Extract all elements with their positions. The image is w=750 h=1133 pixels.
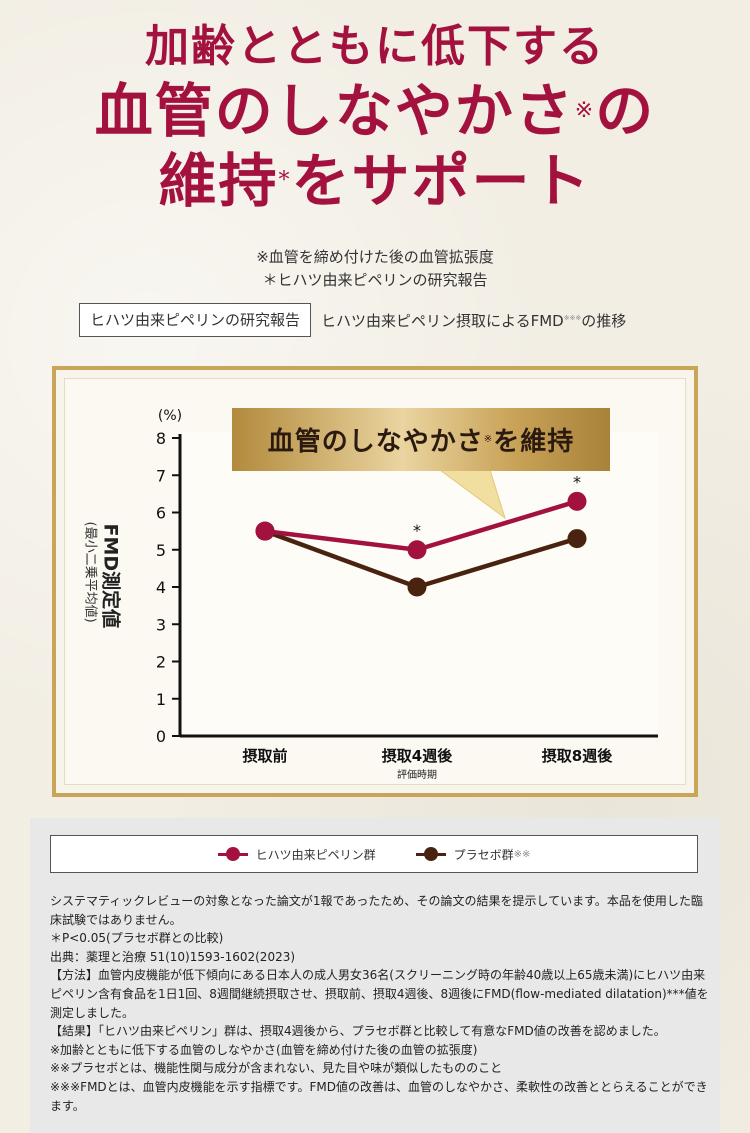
data-point-piperine [567, 491, 587, 511]
chart-caption: ヒハツ由来ピペリン摂取によるFMD※※※の推移 [321, 310, 626, 331]
legend-item-placebo: プラセボ群 ※※ [415, 846, 531, 863]
headline-line2: 血管のしなやかさ※の [0, 76, 750, 146]
y-tick-label: 3 [156, 615, 166, 634]
fine-line: 出典：薬理と治療 51(10)1593-1602(2023) [50, 949, 296, 964]
headline-line2-tail: の [595, 77, 656, 145]
y-tick-label: 2 [156, 653, 166, 672]
headline-line2-text: 血管のしなやかさ [94, 77, 575, 145]
note-vessel: ※血管を締め付けた後の血管拡張度 [256, 248, 494, 266]
y-tick-label: 0 [156, 727, 166, 746]
banner-tail: を維持 [493, 427, 575, 457]
data-point-placebo [407, 577, 427, 597]
y-tick-label: 5 [156, 541, 166, 560]
fine-line: システマティックレビューの対象となった論文が1報であったため、その論文の結果を提… [50, 894, 703, 927]
fine-line: 【結果】「ヒハツ由来ピペリン」群は、摂取4週後から、プラセボ群と比較して有意なF… [50, 1024, 666, 1039]
y-unit-label: (%) [158, 408, 182, 424]
headline-line1: 加齢とともに低下する [145, 21, 605, 72]
headline-line2-mark: ※ [574, 98, 596, 123]
research-report-box: ヒハツ由来ピペリンの研究報告 [79, 303, 312, 337]
data-point-placebo [567, 529, 587, 549]
legend-label-placebo: プラセボ群 [453, 847, 514, 862]
significance-mark: * [413, 521, 421, 540]
data-point-piperine [255, 521, 275, 541]
chart-caption-text: ヒハツ由来ピペリン摂取によるFMD [321, 311, 564, 330]
headline-notes: ※血管を締め付けた後の血管拡張度 ＊ヒハツ由来ピペリンの研究報告 [0, 246, 750, 292]
legend-swatch-piperine [217, 847, 248, 861]
x-tick-label: 摂取前 [242, 747, 287, 765]
hero-headline: 加齢とともに低下する 血管のしなやかさ※の 維持*をサポート [0, 18, 750, 216]
footer-notes-panel: ヒハツ由来ピペリン群 プラセボ群 ※※ システマティックレビューの対象となった論文… [30, 818, 720, 1133]
headline-line3-mark: * [278, 168, 292, 193]
x-axis-label: 評価時期 [397, 768, 437, 781]
fine-line: ※※プラセボとは、機能性関与成分が含まれない、見た目や味が類似したもののこと [50, 1061, 503, 1076]
headline-line3: 維持*をサポート [0, 146, 750, 216]
y-tick-label: 7 [156, 466, 166, 485]
y-tick-label: 8 [156, 429, 166, 448]
fine-line: ＊P<0.05(プラセボ群との比較) [50, 931, 224, 946]
headline-line3-a: 維持 [158, 147, 279, 215]
significance-mark: * [573, 472, 581, 491]
chart-caption-tail: の推移 [581, 311, 627, 330]
chart-legend: ヒハツ由来ピペリン群 プラセボ群 ※※ [50, 835, 698, 873]
fine-line: ※※※FMDとは、血管内皮機能を示す指標です。FMD値の改善は、血管のしなやかさ… [50, 1079, 708, 1113]
chart-subheader: ヒハツ由来ピペリンの研究報告 ヒハツ由来ピペリン摂取によるFMD※※※の推移 [79, 303, 626, 337]
legend-label-piperine: ヒハツ由来ピペリン群 [255, 847, 376, 862]
note-research: ＊ヒハツ由来ピペリンの研究報告 [262, 271, 488, 289]
x-tick-label: 摂取4週後 [382, 747, 453, 765]
legend-item-piperine: ヒハツ由来ピペリン群 [217, 846, 376, 863]
y-tick-label: 1 [156, 690, 166, 709]
y-tick-label: 6 [156, 504, 166, 523]
banner-maintain: 血管のしなやかさ ※ を維持 [232, 408, 610, 471]
headline-line3-b: をサポート [291, 147, 592, 215]
banner-mark: ※ [483, 434, 494, 445]
fine-print: システマティックレビューの対象となった論文が1報であったため、その論文の結果を提… [50, 892, 710, 1115]
fine-line: ※加齢とともに低下する血管のしなやかさ(血管を締め付けた後の血管の拡張度) [50, 1042, 478, 1057]
legend-label-placebo-mark: ※※ [513, 848, 531, 860]
legend-swatch-placebo [415, 847, 446, 861]
y-tick-label: 4 [156, 578, 166, 597]
x-tick-label: 摂取8週後 [542, 747, 613, 765]
chart-caption-mark: ※※※ [563, 313, 582, 322]
data-point-piperine [407, 540, 427, 560]
banner-text: 血管のしなやかさ [267, 427, 484, 457]
fine-line: 【方法】血管内皮機能が低下傾向にある日本人の成人男女36名(スクリーニング時の年… [50, 968, 709, 1020]
